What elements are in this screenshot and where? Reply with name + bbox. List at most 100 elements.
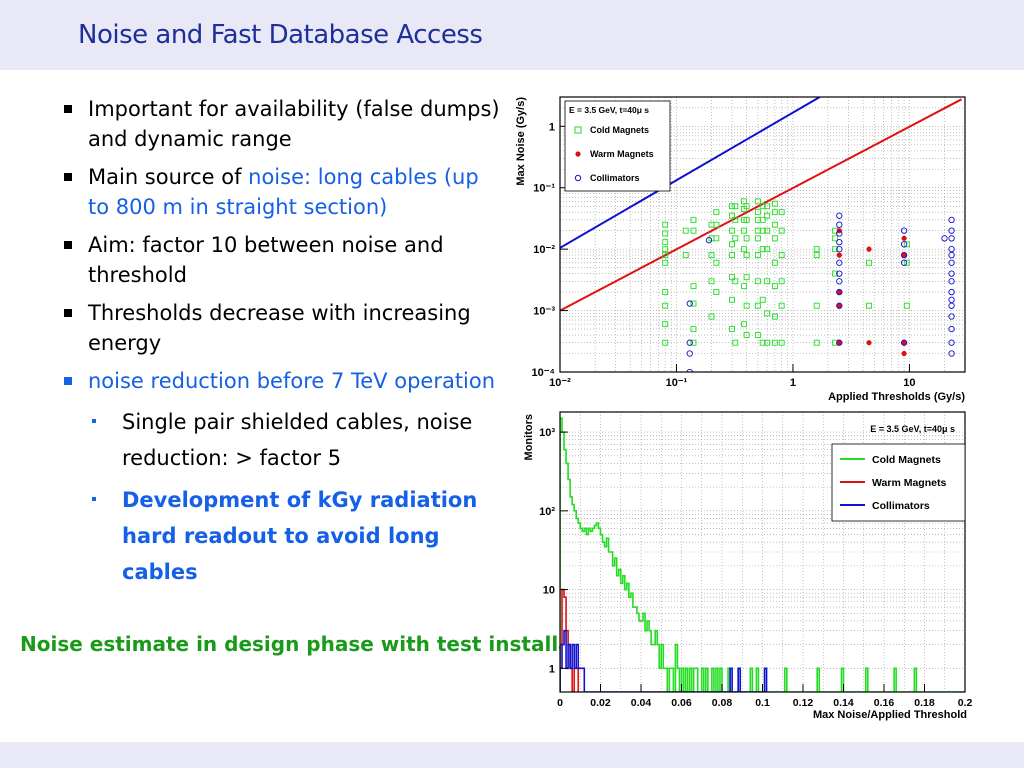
cold-magnet-point bbox=[690, 216, 697, 223]
cold-magnet-point bbox=[759, 339, 766, 346]
legend-entry: Collimators bbox=[590, 173, 640, 183]
cold-magnet-point bbox=[754, 332, 761, 338]
cold-magnet-point bbox=[866, 259, 872, 266]
cold-magnet-point bbox=[729, 252, 735, 259]
cold-magnet-point bbox=[690, 300, 697, 307]
sub-bullet-item: Single pair shielded cables, noise reduc… bbox=[62, 404, 502, 476]
legend-title: E = 3.5 GeV, t=40μ s bbox=[870, 424, 955, 434]
cold-magnet-point bbox=[690, 283, 697, 290]
cold-magnet-point bbox=[729, 241, 735, 248]
warm-magnet-point bbox=[836, 340, 842, 346]
cold-magnet-point bbox=[662, 252, 669, 259]
cold-magnet-point bbox=[771, 235, 778, 242]
collimator-point bbox=[948, 296, 955, 303]
bullet-text: Main source of bbox=[88, 165, 249, 189]
title-band bbox=[0, 0, 1024, 70]
cold-magnet-point bbox=[813, 302, 820, 309]
collimator-point bbox=[836, 212, 843, 219]
cold-magnet-point bbox=[771, 221, 778, 228]
bullet-text: Aim: factor 10 between noise and thresho… bbox=[88, 233, 444, 287]
warm-magnet-point bbox=[836, 252, 842, 258]
y-tick-label: 10⁻³ bbox=[533, 306, 555, 318]
collimator-point bbox=[948, 350, 955, 357]
x-tick-label: 0.16 bbox=[874, 697, 895, 709]
y-tick-label: 10⁻¹ bbox=[533, 183, 555, 195]
x-axis-label: Max Noise/Applied Threshold bbox=[813, 709, 967, 721]
cold-magnet-point bbox=[778, 302, 785, 309]
cold-magnet-point bbox=[903, 302, 910, 309]
square-bullet-icon bbox=[64, 241, 72, 249]
cold-magnet-point bbox=[729, 296, 735, 303]
cold-magnet-point bbox=[682, 227, 689, 234]
cold-magnet-point bbox=[662, 289, 669, 296]
collimator-point bbox=[948, 288, 955, 296]
cold-magnet-point bbox=[743, 332, 750, 338]
collimator-point bbox=[836, 239, 843, 246]
cold-magnet-point bbox=[754, 302, 761, 309]
collimator-point bbox=[836, 230, 843, 237]
collimator-point bbox=[836, 288, 843, 296]
legend-warm-marker bbox=[575, 151, 581, 157]
warm-magnet-point bbox=[866, 246, 872, 252]
cold-magnet-point bbox=[662, 246, 669, 253]
y-tick-label: 1 bbox=[549, 121, 555, 133]
cold-magnet-point bbox=[759, 203, 766, 210]
cold-magnet-point bbox=[662, 221, 669, 228]
collimator-point bbox=[948, 246, 955, 253]
bullet-item: Thresholds decrease with increasing ener… bbox=[62, 298, 502, 358]
collimator-point bbox=[836, 278, 843, 285]
cold-magnet-point bbox=[732, 203, 739, 210]
collimator-point bbox=[948, 227, 955, 234]
collimator-point bbox=[941, 235, 948, 242]
y-tick-label: 10 bbox=[543, 585, 555, 597]
legend-entry: Cold Magnets bbox=[590, 125, 649, 135]
cold-magnet-point bbox=[713, 235, 720, 242]
x-tick-label: 10 bbox=[903, 377, 915, 389]
collimator-point bbox=[686, 339, 693, 346]
cold-magnet-point bbox=[754, 235, 761, 242]
cold-magnet-point bbox=[708, 278, 715, 285]
cold-magnet-point bbox=[764, 203, 771, 210]
cold-magnet-point bbox=[729, 326, 735, 333]
cold-magnet-point bbox=[732, 278, 739, 285]
conclusion-note: Noise estimate in design phase with test… bbox=[20, 632, 907, 656]
bullet-text: Important for availability (false dumps)… bbox=[88, 97, 500, 151]
cold-magnet-point bbox=[713, 221, 720, 228]
collimator-point bbox=[948, 251, 955, 259]
cold-magnet-point bbox=[690, 326, 697, 333]
x-tick-label: 0.12 bbox=[793, 697, 814, 709]
cold-magnet-point bbox=[778, 227, 785, 234]
x-tick-label: 0.18 bbox=[914, 697, 935, 709]
cold-magnet-point bbox=[754, 252, 761, 259]
cold-magnet-point bbox=[732, 339, 739, 346]
cold-magnet-point bbox=[743, 274, 750, 281]
y-tick-label: 10³ bbox=[539, 427, 555, 439]
bullet-item: Important for availability (false dumps)… bbox=[62, 94, 502, 154]
collimators-histogram bbox=[560, 629, 768, 692]
cold-magnet-point bbox=[743, 203, 750, 210]
cold-magnet-point bbox=[903, 241, 910, 248]
x-tick-label: 0.2 bbox=[958, 697, 973, 709]
cold-magnet-point bbox=[771, 200, 778, 207]
legend-entry: Warm Magnets bbox=[590, 149, 654, 159]
cold-magnet-point bbox=[662, 239, 669, 246]
bullet-item: Aim: factor 10 between noise and thresho… bbox=[62, 230, 502, 290]
legend-entry: Collimators bbox=[872, 500, 930, 512]
cold-magnet-point bbox=[662, 339, 669, 346]
collimator-point bbox=[948, 216, 955, 223]
cold-magnet-point bbox=[866, 302, 872, 309]
legend: E = 3.5 GeV, t=40μ s Cold Magnets Warm Mag… bbox=[564, 100, 671, 192]
cold-magnet-point bbox=[778, 209, 785, 216]
cold-magnet-point bbox=[832, 246, 839, 253]
cold-magnet-point bbox=[764, 227, 771, 234]
x-tick-label: 10⁻¹ bbox=[666, 377, 688, 389]
collimator-point bbox=[836, 246, 843, 253]
warm-magnet-point bbox=[901, 340, 907, 346]
legend-box bbox=[564, 100, 671, 192]
cold-magnet-point bbox=[729, 212, 735, 219]
bullet-highlight-text: noise: long cables (up to 800 m in strai… bbox=[88, 165, 479, 219]
x-tick-label: 0 bbox=[557, 697, 563, 709]
cold-magnet-point bbox=[759, 246, 766, 253]
collimator-point bbox=[686, 350, 693, 357]
cold-magnet-point bbox=[813, 252, 820, 259]
